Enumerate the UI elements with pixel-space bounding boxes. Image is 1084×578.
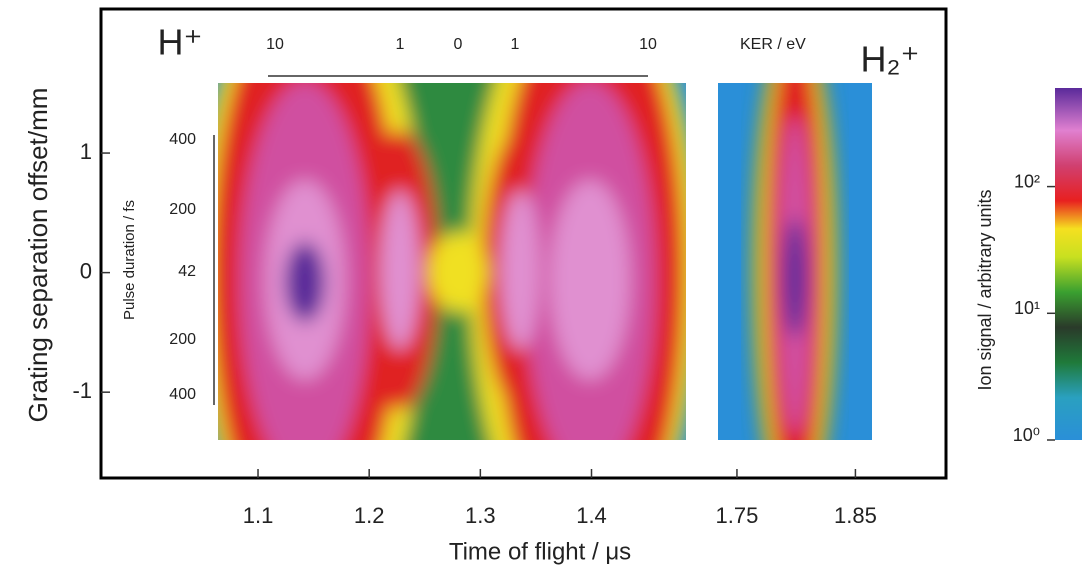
y-label: Grating separation offset/mm <box>23 88 53 423</box>
top-tick-label: 1 <box>396 36 405 53</box>
colorbar-label: Ion signal / arbitrary units <box>975 189 995 390</box>
top-tick-label: 0 <box>454 36 463 53</box>
heatmap-h <box>195 0 700 570</box>
inner-tick-label: 400 <box>169 131 196 148</box>
y-tick-label: 0 <box>80 258 92 283</box>
top-tick-label: 1 <box>511 36 520 53</box>
inner-tick-label: 200 <box>169 201 196 218</box>
top-axis-label: KER / eV <box>740 36 806 53</box>
x-tick-label: 1.2 <box>354 503 385 528</box>
y-tick-label: 1 <box>80 139 92 164</box>
colorbar-tick-label: 10⁰ <box>1013 425 1040 445</box>
x-tick-label: 1.85 <box>834 503 877 528</box>
colorbar <box>1055 88 1082 440</box>
inner-tick-label: 400 <box>169 386 196 403</box>
panel-label: H⁺ <box>158 22 203 63</box>
top-tick-label: 10 <box>266 36 284 53</box>
x-tick-label: 1.4 <box>576 503 607 528</box>
x-tick-label: 1.1 <box>243 503 274 528</box>
colorbar-tick-label: 10¹ <box>1014 298 1040 318</box>
x-tick-label: 1.75 <box>716 503 759 528</box>
inner-tick-label: 42 <box>178 263 196 280</box>
figure: Time of flight / μs Grating separation o… <box>0 0 1084 573</box>
panel-label: H₂⁺ <box>861 39 920 80</box>
x-label: Time of flight / μs <box>449 538 631 565</box>
heatmap-h2 <box>718 10 872 530</box>
inner-axis-label: Pulse duration / fs <box>121 200 138 320</box>
colorbar-tick-label: 10² <box>1014 171 1040 191</box>
y-tick-label: -1 <box>72 378 92 403</box>
inner-tick-label: 200 <box>169 331 196 348</box>
x-tick-label: 1.3 <box>465 503 496 528</box>
top-tick-label: 10 <box>639 36 657 53</box>
